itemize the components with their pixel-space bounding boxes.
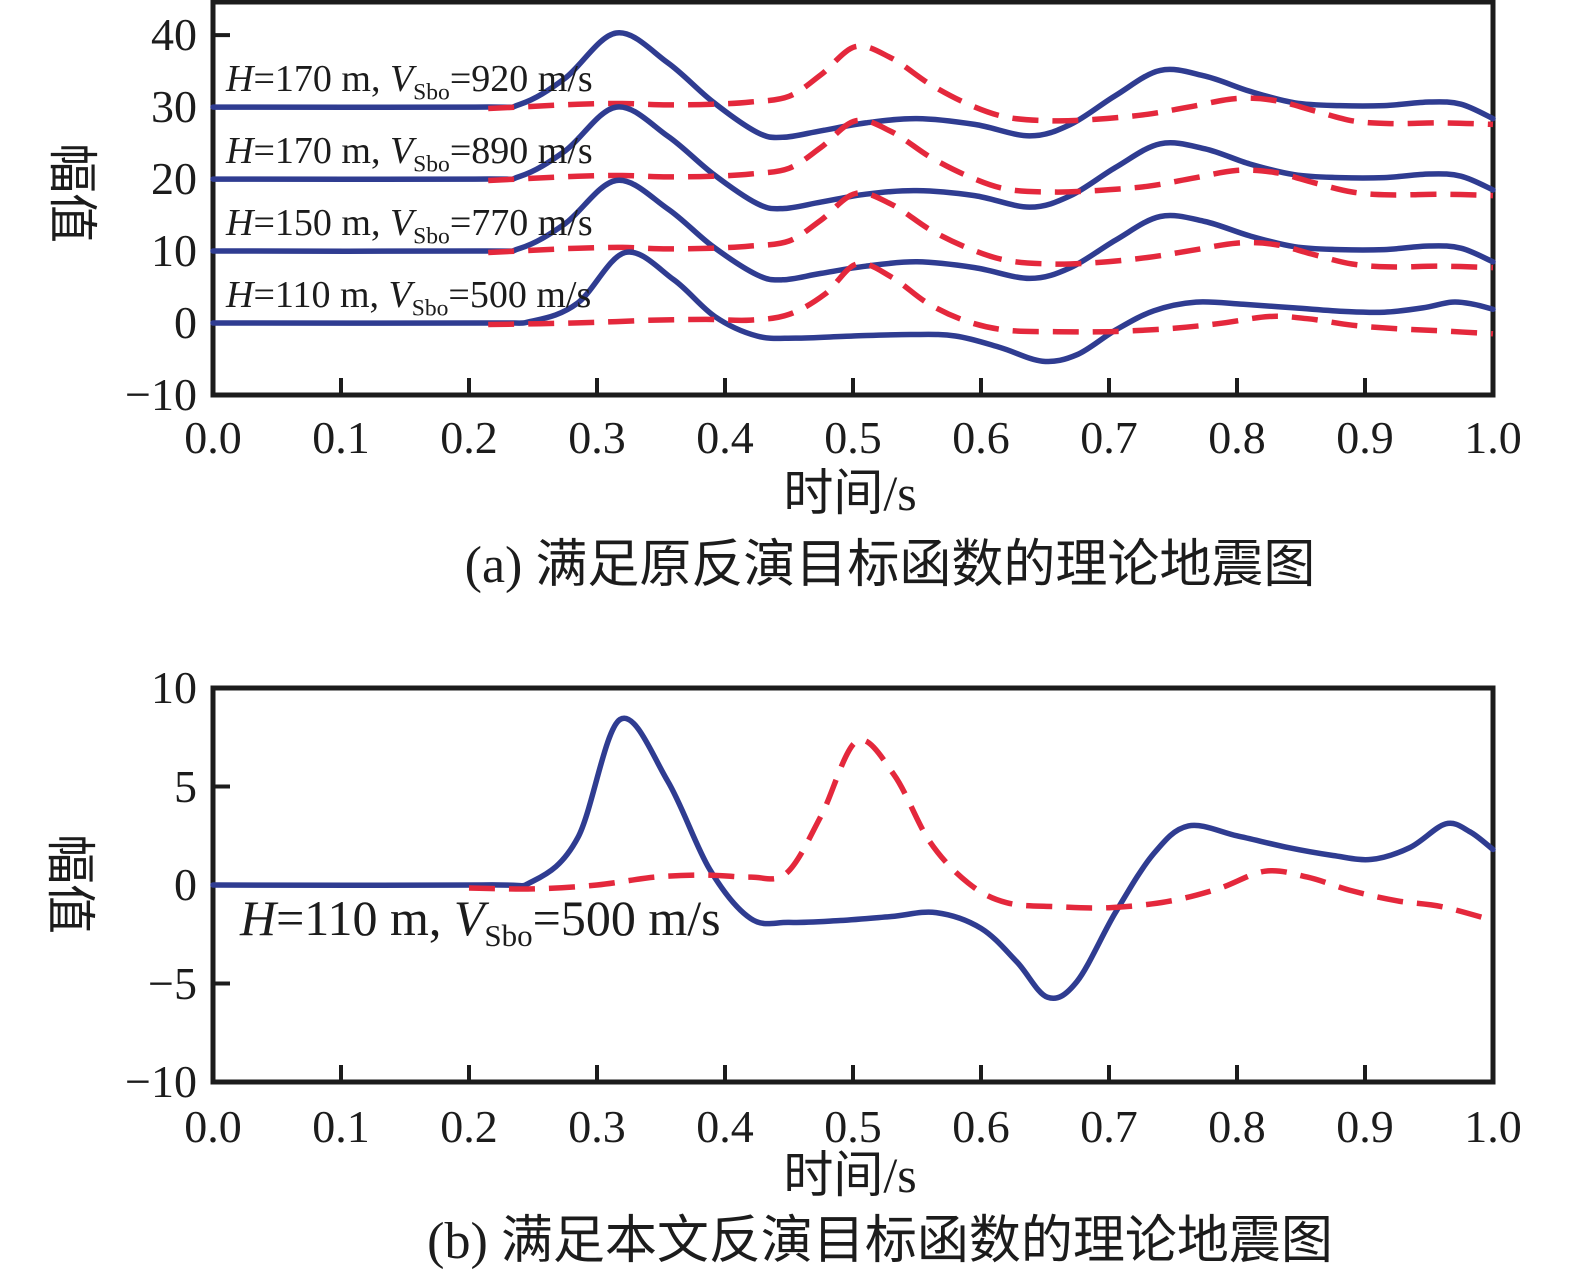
chart-a-x-tick-label: 0.4 [696,412,754,463]
chart-a-trace-label: H=150 m, VSbo=770 m/s [226,202,593,250]
chart-a-y-tick-label: 10 [151,225,197,277]
chart-a-x-tick-label: 0.8 [1208,412,1266,463]
chart-b-y-tick-label: 10 [151,662,197,713]
chart-b-y-tick-label: −10 [125,1056,197,1107]
chart-b-x-tick-label: 0.1 [312,1101,370,1152]
chart-b-x-tick-label: 0.8 [1208,1101,1266,1152]
chart-b-y-axis-title: 幅值 [42,834,98,934]
chart-b-x-tick-label: 0.3 [568,1101,626,1152]
chart-a-x-tick-label: 0.1 [312,412,370,463]
chart-b-x-tick-label: 0.7 [1080,1101,1138,1152]
chart-a-trace-label: H=170 m, VSbo=890 m/s [226,130,593,178]
chart-a-x-tick-label: 0.2 [440,412,498,463]
chart-a-x-tick-label: 0.6 [952,412,1010,463]
chart-b-x-tick-label: 0.6 [952,1101,1010,1152]
chart-b-y-tick-label: 5 [174,760,197,812]
chart-a-x-tick-label: 0.3 [568,412,626,463]
chart-b-y-tick-label: −5 [148,957,197,1009]
chart-a-x-tick-label: 0.9 [1336,412,1394,463]
chart-a-y-tick-label: 40 [151,9,197,61]
chart-b-x-tick-label: 0.9 [1336,1101,1394,1152]
chart-a-y-tick-label: 30 [151,81,197,133]
chart-a-x-tick-label: 0.7 [1080,412,1138,463]
chart-a-y-tick-label: −10 [125,369,197,420]
chart-a-y-tick-label: 0 [174,297,197,349]
chart-a-trace-label: H=170 m, VSbo=920 m/s [226,58,593,106]
chart-b-x-tick-label: 0.2 [440,1101,498,1152]
chart-a-x-tick-label: 0.5 [824,412,882,463]
chart-b-x-tick-label: 1.0 [1464,1101,1522,1152]
chart-a-caption: (a) 满足原反演目标函数的理论地震图 [464,537,1316,595]
chart-b-x-axis-title: 时间/s [783,1147,917,1203]
model-annotation: H=110 m, VSbo=500 m/s [240,890,721,953]
chart-a-x-tick-label: 1.0 [1464,412,1522,463]
chart-a-x-tick-label: 0.0 [184,412,242,463]
chart-a-trace-label: H=110 m, VSbo=500 m/s [226,274,592,322]
chart-b-caption: (b) 满足本文反演目标函数的理论地震图 [427,1213,1333,1271]
chart-b-x-tick-label: 0.4 [696,1101,754,1152]
chart-b-y-tick-label: 0 [174,859,197,910]
chart-b-x-tick-label: 0.0 [184,1101,242,1152]
chart-a-y-tick-label: 20 [151,153,197,205]
chart-a-x-axis-title: 时间/s [783,465,917,521]
chart-a-y-axis-title: 幅值 [44,143,100,243]
chart-b-x-tick-label: 0.5 [824,1101,882,1152]
